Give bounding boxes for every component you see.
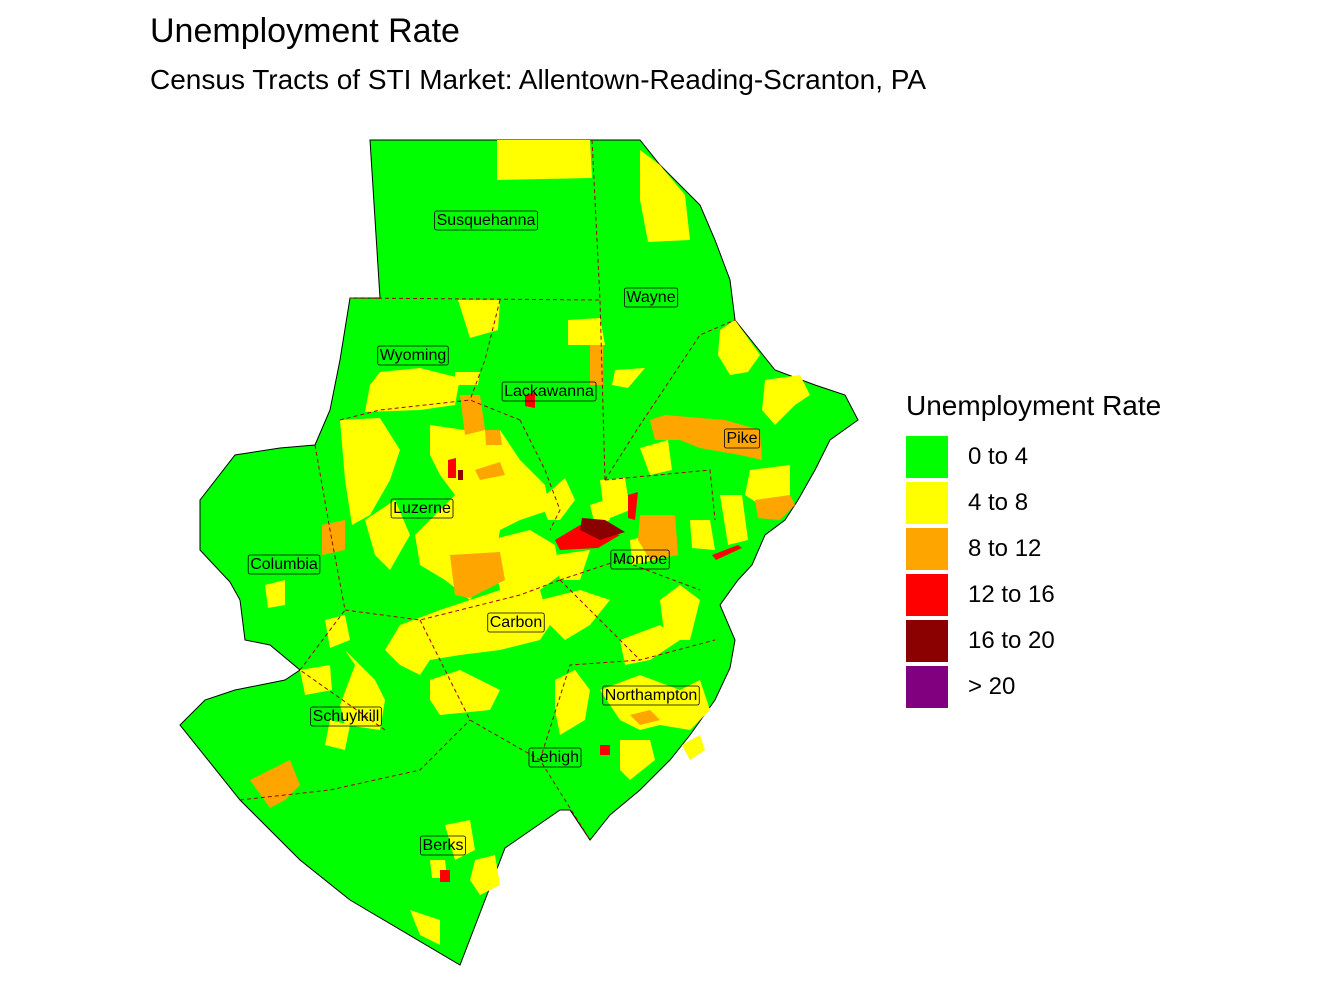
tracts-16-to-20 <box>458 470 625 540</box>
legend-swatch <box>906 482 948 524</box>
county-boundaries <box>239 139 736 841</box>
county-label-box <box>487 612 545 633</box>
county-label-text: Wayne <box>626 289 675 306</box>
county-label-wyoming: Wyoming <box>377 345 449 366</box>
county-label-schuylkill: Schuylkill <box>310 706 382 727</box>
tracts-12-to-16 <box>440 393 742 882</box>
legend-swatch <box>906 574 948 616</box>
county-label-box <box>528 747 582 768</box>
legend-item: 16 to 20 <box>906 618 1161 664</box>
county-label-monroe: Monroe <box>610 549 670 570</box>
legend-swatch <box>906 528 948 570</box>
legend-item: 0 to 4 <box>906 434 1161 480</box>
legend-item: 4 to 8 <box>906 480 1161 526</box>
county-label-carbon: Carbon <box>487 612 545 633</box>
county-label-lehigh: Lehigh <box>528 747 582 768</box>
county-label-text: Luzerne <box>393 500 451 517</box>
legend-swatch <box>906 436 948 478</box>
map-title: Unemployment Rate <box>150 12 460 50</box>
county-label-text: Susquehanna <box>437 212 536 229</box>
county-label-box <box>623 287 679 308</box>
county-label-luzerne: Luzerne <box>390 498 454 519</box>
county-label-box <box>602 685 700 706</box>
county-label-text: Carbon <box>490 614 542 631</box>
legend-label: 12 to 16 <box>968 581 1055 608</box>
county-label-susquehanna: Susquehanna <box>434 210 538 231</box>
county-label-box <box>310 706 382 727</box>
county-label-wayne: Wayne <box>623 287 679 308</box>
county-label-box <box>247 554 321 575</box>
county-label-box <box>501 381 597 402</box>
county-label-text: Lehigh <box>531 749 579 766</box>
county-label-text: Pike <box>726 430 757 447</box>
county-label-northampton: Northampton <box>602 685 700 706</box>
county-label-berks: Berks <box>420 835 466 856</box>
county-label-box <box>434 210 538 231</box>
county-labels: Susquehanna Wayne Wyoming Lackawanna Pike Luz… <box>247 210 761 856</box>
legend-label: 0 to 4 <box>968 443 1029 470</box>
county-label-text: Berks <box>423 837 464 854</box>
county-label-text: Columbia <box>250 556 318 573</box>
county-label-box <box>610 549 670 570</box>
legend-item: > 20 <box>906 664 1161 710</box>
county-label-text: Northampton <box>605 687 698 704</box>
county-label-text: Monroe <box>613 551 667 568</box>
county-label-text: Wyoming <box>380 347 447 364</box>
legend-swatch <box>906 620 948 662</box>
legend-swatch <box>906 666 948 708</box>
legend-label: 8 to 12 <box>968 535 1042 562</box>
county-label-text: Schuylkill <box>313 708 380 725</box>
county-label-box <box>377 345 449 366</box>
legend-title: Unemployment Rate <box>906 390 1162 421</box>
county-label-text: Lackawanna <box>504 383 594 400</box>
county-label-lackawanna: Lackawanna <box>501 381 597 402</box>
legend-label: 16 to 20 <box>968 627 1055 654</box>
legend-item: 12 to 16 <box>906 572 1161 618</box>
legend-item: 8 to 12 <box>906 526 1161 572</box>
county-label-box <box>724 428 761 449</box>
county-label-box <box>390 498 454 519</box>
tracts-8-to-12 <box>250 345 795 808</box>
county-label-box <box>420 835 466 856</box>
legend-label: 4 to 8 <box>968 489 1029 516</box>
legend: Unemployment Rate 0 to 4 4 to 8 8 to 12 … <box>906 390 1161 710</box>
county-label-pike: Pike <box>724 428 761 449</box>
legend-label: > 20 <box>968 673 1016 700</box>
county-label-columbia: Columbia <box>247 554 321 575</box>
map-subtitle: Census Tracts of STI Market: Allentown-R… <box>150 64 927 95</box>
